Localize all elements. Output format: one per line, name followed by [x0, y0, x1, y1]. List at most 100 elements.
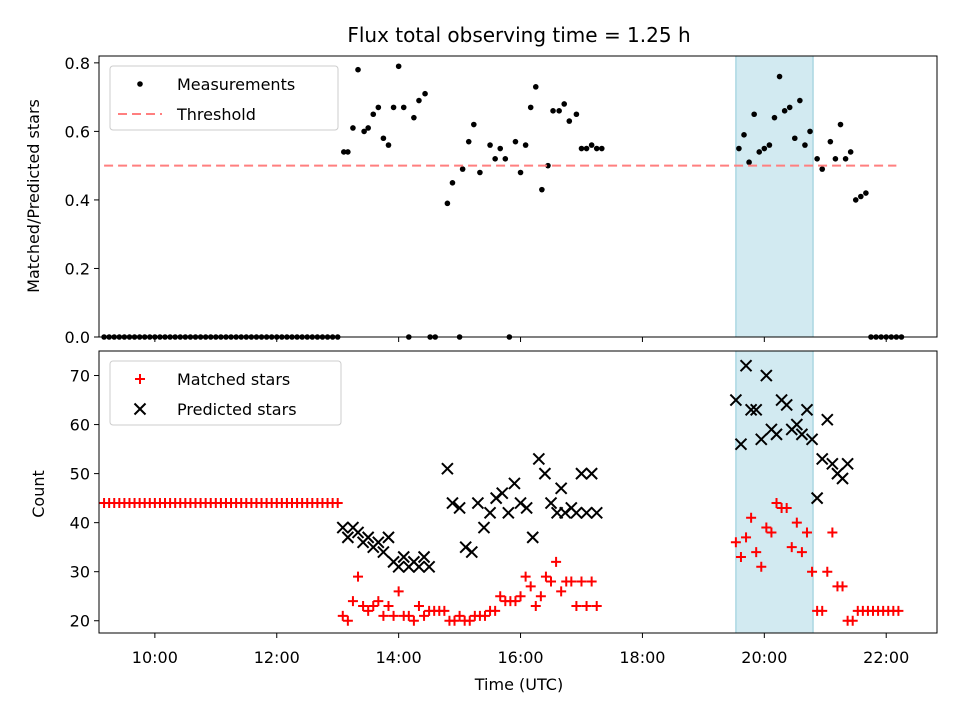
data-point	[739, 359, 753, 372]
data-point	[446, 496, 459, 510]
top-panel: 0.0 0.2 0.4 0.6 0.8 Measurements Threshold	[65, 54, 938, 347]
data-point	[746, 159, 752, 166]
data-point	[520, 501, 533, 515]
data-point	[771, 498, 782, 509]
data-point	[781, 108, 788, 114]
data-point	[377, 545, 390, 559]
data-point	[532, 84, 539, 90]
data-point	[810, 491, 824, 505]
data-point	[413, 601, 424, 612]
data-point	[863, 190, 869, 196]
data-point	[422, 90, 428, 97]
data-point	[858, 193, 864, 200]
data-point	[791, 135, 798, 142]
data-point	[471, 496, 485, 510]
data-point	[471, 121, 477, 128]
data-point	[795, 428, 809, 441]
data-point	[580, 506, 593, 520]
legend-box	[109, 360, 342, 426]
data-point	[363, 605, 374, 616]
data-point	[780, 398, 793, 412]
data-point	[350, 125, 356, 131]
data-point	[776, 73, 783, 80]
data-point	[526, 531, 539, 544]
legend-label: Measurements	[177, 75, 295, 94]
data-point	[591, 601, 602, 612]
data-point	[388, 610, 399, 621]
x-tick-label: 18:00	[619, 648, 665, 667]
data-point	[449, 615, 460, 626]
y-tick-label: 0.4	[65, 191, 90, 210]
data-point	[821, 413, 834, 426]
data-point	[400, 104, 407, 111]
highlight-span	[735, 350, 814, 634]
data-point	[578, 145, 585, 152]
data-point	[766, 142, 773, 148]
data-point	[532, 452, 546, 466]
data-point	[403, 610, 414, 621]
data-point	[800, 403, 814, 417]
legend-marker	[133, 402, 147, 416]
top-ylabel: Matched/Predicted stars	[24, 99, 43, 293]
data-point	[544, 496, 558, 510]
data-point	[827, 138, 834, 145]
data-point	[551, 556, 562, 567]
data-point	[786, 542, 797, 553]
data-point	[512, 138, 519, 145]
x-tick-label: 22:00	[863, 648, 909, 667]
data-point	[734, 437, 748, 451]
data-point	[802, 142, 808, 148]
data-point	[373, 596, 384, 607]
data-point	[487, 142, 493, 148]
data-point	[556, 108, 562, 114]
axes-frame	[98, 55, 938, 338]
data-point	[841, 457, 854, 471]
data-point	[408, 615, 419, 626]
data-point	[383, 601, 394, 612]
data-point	[801, 527, 812, 538]
xlabel: Time (UTC)	[474, 675, 563, 694]
data-point	[342, 615, 353, 626]
y-tick-label: 20	[70, 612, 90, 631]
data-point	[422, 560, 436, 573]
x-tick-label: 14:00	[376, 648, 422, 667]
data-point	[510, 596, 521, 607]
y-tick-label: 0.8	[65, 54, 90, 73]
data-point	[816, 452, 829, 466]
data-point	[370, 111, 377, 118]
data-point	[341, 531, 355, 544]
data-point	[576, 576, 587, 587]
x-tick-label: 20:00	[741, 648, 787, 667]
x-tick-label: 12:00	[254, 648, 300, 667]
series-matched-stars	[99, 498, 904, 626]
y-tick-label: 50	[70, 465, 90, 484]
data-point	[790, 418, 804, 431]
data-point	[566, 576, 577, 587]
data-point	[444, 200, 451, 207]
data-point	[588, 142, 595, 148]
data-point	[397, 550, 410, 564]
data-point	[492, 156, 498, 162]
data-point	[390, 104, 397, 111]
data-point	[453, 501, 466, 515]
data-point	[517, 169, 524, 176]
data-point	[791, 517, 802, 528]
data-point	[340, 149, 347, 155]
data-point	[464, 615, 475, 626]
data-point	[819, 166, 826, 172]
y-tick-label: 70	[70, 367, 90, 386]
data-point	[419, 610, 430, 621]
data-point	[807, 128, 813, 135]
y-tick-label: 0.2	[65, 259, 90, 278]
data-point	[735, 551, 746, 562]
data-point	[736, 145, 742, 152]
data-point	[355, 66, 361, 73]
highlight-span	[735, 55, 814, 338]
data-point	[836, 472, 849, 485]
data-point	[465, 545, 478, 559]
data-point	[417, 550, 431, 564]
data-point	[837, 121, 844, 128]
legend-marker	[137, 81, 143, 87]
data-point	[365, 125, 371, 131]
data-point	[554, 482, 568, 495]
